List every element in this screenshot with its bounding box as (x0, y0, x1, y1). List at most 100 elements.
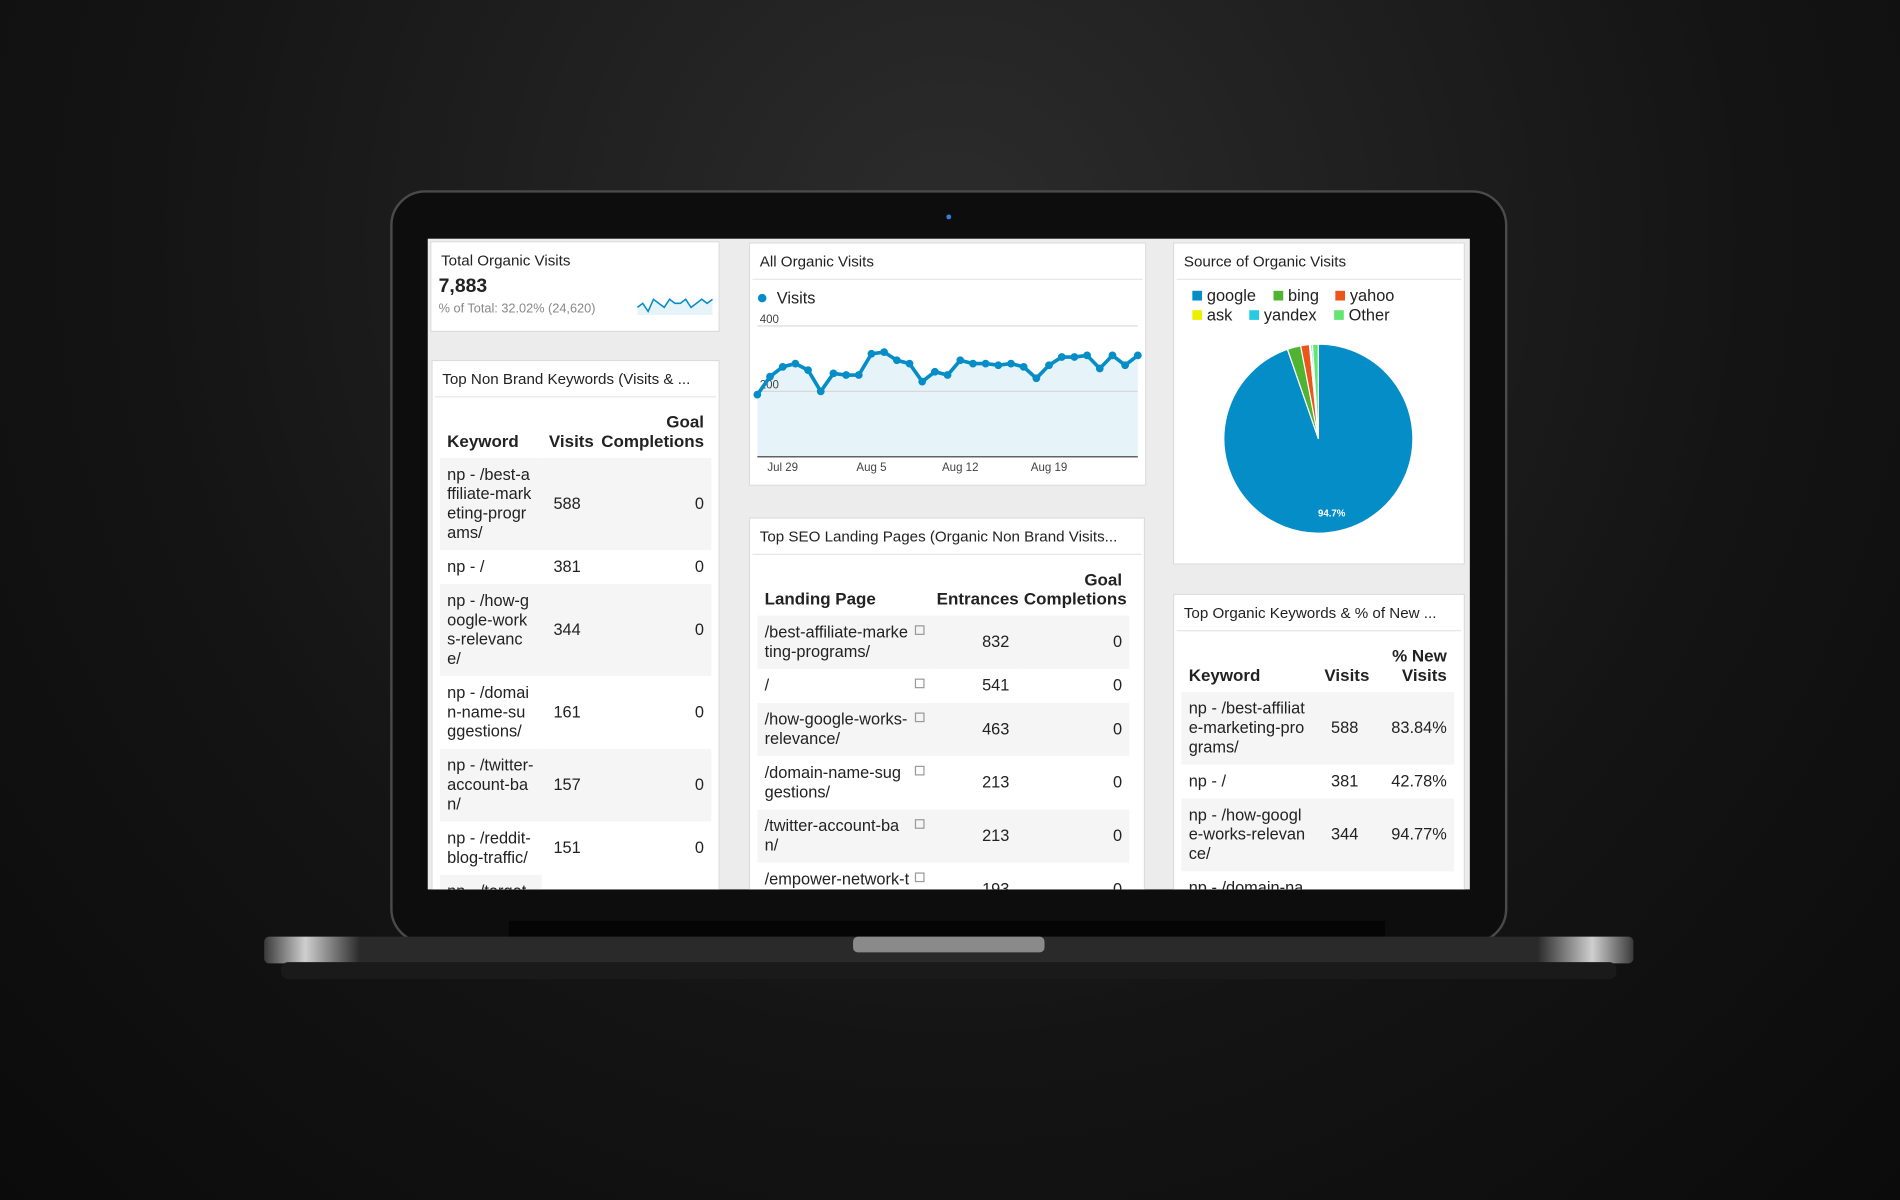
table-row: np - /twitter-account-ban/157 0 (439, 748, 712, 822)
table-cell: 0 (592, 584, 712, 677)
table-cell: np - /how-google-works-relevance/ (1181, 798, 1318, 872)
point (905, 359, 914, 368)
link-icon (914, 872, 925, 883)
header-row: Landing Page Entrances Goal Completions (757, 562, 1129, 615)
table-cell: 541 (982, 676, 1010, 695)
table-cell: 0 (1112, 676, 1123, 695)
column-header: Keyword (1188, 665, 1261, 685)
area (757, 352, 1138, 457)
table-cell: 0 (1016, 702, 1130, 757)
organic-keywords-widget: Top Organic Keywords & % of New ... Keyw… (1172, 593, 1465, 890)
point (753, 390, 762, 399)
point (1045, 361, 1053, 370)
widget-title: Total Organic Visits (441, 252, 571, 270)
table-cell: 0 (694, 557, 705, 576)
total-subtitle: % of Total: 32.02% (24,620) (438, 301, 596, 317)
point (1057, 353, 1066, 361)
x-tick-label: Aug 19 (1031, 462, 1067, 474)
data-table: Landing Page Entrances Goal Completions/be… (757, 562, 1130, 890)
legend-label: Other (1349, 307, 1390, 325)
table-row: np - /reddit-blog-traffic/151 0 (440, 822, 711, 875)
table-cell: 0 (1016, 615, 1130, 669)
table-cell: np - /best-affiliate-marketing-programs/ (439, 458, 542, 551)
non-brand-widget: Top Non Brand Keywords (Visits & ... Key… (431, 359, 720, 890)
table-cell: 0 (592, 748, 712, 822)
widget-title: All Organic Visits (752, 244, 1143, 280)
widget-title: Top Organic Keywords & % of New ... (1176, 595, 1462, 632)
table-row: np - / 381 0 (440, 550, 711, 584)
table-row: np - /best-affiliate-marketing-programs/… (1181, 691, 1455, 765)
legend-swatch (1192, 290, 1203, 301)
data-table: Keyword Visits Goal Completions np - /best-… (439, 405, 712, 890)
point (1007, 359, 1015, 368)
table-cell: np - /targeted-website-tr (439, 874, 542, 890)
x-tick-label: Jul 29 (767, 462, 798, 474)
table-cell: 0 (694, 702, 705, 721)
column-header: Visits (1324, 665, 1370, 685)
legend-swatch (1249, 310, 1259, 320)
total-visits-widget: Total Organic Visits 7,883 % of Total: 3… (430, 241, 720, 333)
point (1070, 353, 1079, 361)
table-cell: 344 (541, 584, 593, 677)
table-row: np - /best-affiliate-marketing-programs/… (439, 458, 712, 551)
table-row: /domain-name-suggestions/213 0 (757, 756, 1129, 809)
table-row: np - / 381 42.78% (1181, 765, 1454, 799)
legend-label: yahoo (1350, 287, 1395, 305)
table-cell: /best-affiliate-marketing-programs/ (757, 615, 930, 669)
hinge (508, 920, 1386, 940)
table-cell: np - /domain-name-suggestions/ (447, 683, 529, 741)
data-table: Keyword Visits % New Visits np - /best-affi… (1181, 639, 1455, 889)
point (1032, 374, 1041, 383)
column-header: Goal Completions (601, 411, 705, 451)
table-cell: 381 (553, 557, 581, 576)
table-cell: 157 (541, 748, 593, 822)
legend-label: bing (1288, 287, 1319, 305)
table-cell: 0 (1112, 879, 1123, 890)
legend-label: yandex (1264, 307, 1317, 325)
legend-label: Visits (777, 290, 816, 308)
table-cell: 588 (1317, 691, 1366, 765)
table-cell: 0 (592, 458, 712, 551)
column-header: % New Visits (1392, 645, 1447, 685)
table-cell: 0 (1112, 773, 1123, 792)
table-cell: np - /best-affiliate-marketing-programs/ (1181, 691, 1318, 765)
sparkline-line (636, 298, 713, 314)
table-cell: / (757, 669, 929, 703)
column-header: Visits (548, 431, 594, 451)
point (854, 371, 863, 379)
total-value: 7,883 (438, 276, 488, 297)
legend-label: google (1207, 287, 1256, 305)
point (829, 369, 838, 378)
legend-swatch (1273, 290, 1284, 301)
table-cell: np - / (1188, 771, 1226, 791)
landing-widget: Top SEO Landing Pages (Organic Non Brand… (748, 517, 1146, 890)
table-cell: np - /reddit-blog-traffic/ (447, 828, 531, 867)
point (1083, 351, 1091, 360)
table-cell: 161 (553, 702, 581, 721)
point (791, 359, 800, 368)
point (994, 361, 1003, 370)
screen: Total Organic Visits 7,883 % of Total: 3… (427, 238, 1470, 890)
table-cell: 151 (553, 838, 581, 857)
table-cell: 381 (1331, 771, 1359, 791)
link-icon (914, 678, 925, 689)
legend-label: ask (1207, 307, 1233, 325)
point (1108, 351, 1117, 360)
slice-label: 94.7% (1318, 508, 1346, 519)
table-row: /best-affiliate-marketing-programs/832 0 (757, 615, 1130, 669)
table-row: np - /domain-name-suggestions/161 0 (440, 676, 711, 749)
widget-title: Top SEO Landing Pages (Organic Non Brand… (752, 519, 1142, 555)
point (816, 387, 825, 396)
pie-slice (1311, 343, 1319, 439)
notch (853, 936, 1045, 953)
widget-title: Top Non Brand Keywords (Visits & ... (435, 361, 717, 398)
legend-swatch (1334, 310, 1344, 320)
table-cell: 588 (541, 458, 593, 551)
point (1019, 362, 1028, 371)
table-cell: 832 (929, 615, 1017, 669)
table-cell: 0 (694, 838, 705, 857)
column-header: Goal Completions (1023, 569, 1127, 609)
table-cell: 88.82% (1366, 871, 1454, 889)
